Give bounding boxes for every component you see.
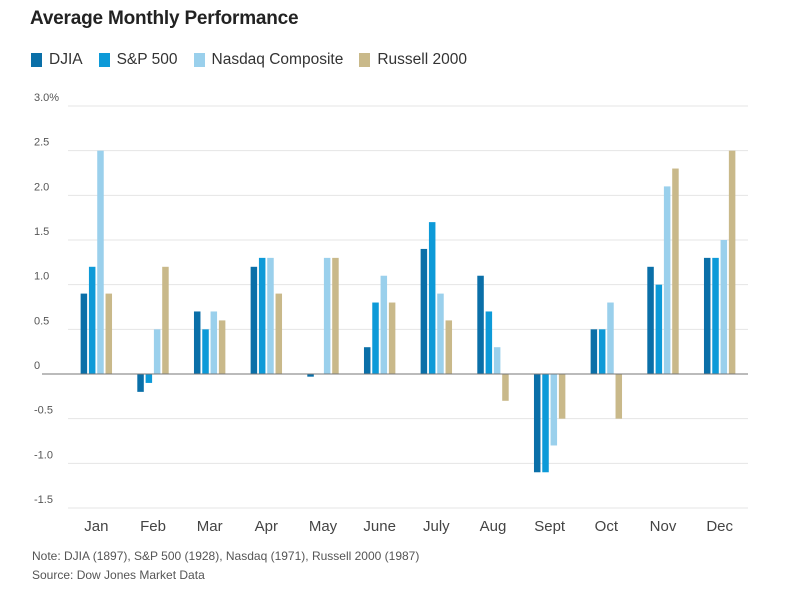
bar-sept-nasdaq-composite bbox=[550, 374, 558, 446]
bar-nov-s-p-500 bbox=[655, 284, 663, 374]
x-tick-label: Feb bbox=[140, 518, 166, 535]
bar-aug-s-p-500 bbox=[485, 311, 493, 374]
y-tick-label: 2.5 bbox=[34, 137, 49, 149]
legend-item-russell: Russell 2000 bbox=[359, 51, 467, 69]
bar-dec-nasdaq-composite bbox=[720, 240, 728, 374]
bar-sept-djia bbox=[533, 374, 541, 473]
bar-dec-russell-2000 bbox=[728, 150, 736, 374]
bar-mar-russell-2000 bbox=[218, 320, 226, 374]
bar-jan-s-p-500 bbox=[88, 266, 96, 374]
bar-june-nasdaq-composite bbox=[380, 275, 388, 374]
bar-dec-s-p-500 bbox=[712, 257, 719, 374]
x-tick-label: July bbox=[423, 518, 450, 535]
source-text: Source: Dow Jones Market Data bbox=[32, 568, 205, 582]
bar-sept-russell-2000 bbox=[558, 374, 566, 419]
bar-june-russell-2000 bbox=[388, 302, 396, 374]
y-tick-label: 2.0 bbox=[34, 181, 49, 193]
x-tick-label: May bbox=[309, 518, 338, 535]
legend-item-djia: DJIA bbox=[31, 51, 83, 69]
bar-feb-nasdaq-composite bbox=[153, 329, 161, 374]
x-tick-label: Apr bbox=[255, 518, 278, 535]
bar-mar-djia bbox=[193, 311, 201, 374]
bar-feb-russell-2000 bbox=[162, 266, 169, 374]
y-tick-label: 1.5 bbox=[34, 226, 49, 238]
bar-mar-s-p-500 bbox=[202, 329, 209, 374]
bar-nov-russell-2000 bbox=[672, 168, 679, 374]
bar-apr-russell-2000 bbox=[275, 293, 283, 374]
bar-july-djia bbox=[420, 248, 428, 374]
bar-oct-s-p-500 bbox=[598, 329, 606, 374]
bar-sept-s-p-500 bbox=[542, 374, 549, 473]
bar-apr-nasdaq-composite bbox=[267, 257, 274, 374]
bar-may-nasdaq-composite bbox=[323, 257, 331, 374]
legend-swatch-sp500 bbox=[98, 53, 110, 67]
legend-label-nasdaq: Nasdaq Composite bbox=[211, 51, 344, 68]
bar-feb-djia bbox=[137, 374, 144, 392]
bar-apr-djia bbox=[250, 266, 258, 374]
legend-label-sp500: S&P 500 bbox=[116, 51, 178, 68]
legend-swatch-russell bbox=[359, 53, 371, 67]
y-tick-label: -1.0 bbox=[34, 449, 53, 461]
bar-july-russell-2000 bbox=[445, 320, 453, 374]
bar-may-russell-2000 bbox=[332, 257, 339, 374]
legend-swatch-djia bbox=[31, 53, 42, 67]
x-tick-label: Sept bbox=[534, 518, 566, 535]
x-tick-label: June bbox=[363, 518, 396, 535]
footnote: Note: DJIA (1897), S&P 500 (1928), Nasda… bbox=[32, 547, 419, 585]
bar-mar-nasdaq-composite bbox=[210, 311, 218, 374]
bar-oct-nasdaq-composite bbox=[607, 302, 614, 374]
bar-jan-russell-2000 bbox=[105, 293, 113, 374]
y-tick-label: 1.0 bbox=[34, 271, 49, 283]
legend-item-sp500: S&P 500 bbox=[98, 51, 178, 69]
x-tick-label: Dec bbox=[706, 518, 733, 535]
bar-june-djia bbox=[363, 347, 371, 374]
legend-item-nasdaq: Nasdaq Composite bbox=[193, 51, 344, 69]
bar-aug-nasdaq-composite bbox=[493, 347, 501, 374]
note-text: Note: DJIA (1897), S&P 500 (1928), Nasda… bbox=[32, 549, 420, 563]
bar-may-djia bbox=[307, 374, 314, 377]
bar-june-s-p-500 bbox=[372, 302, 379, 374]
chart-title: Average Monthly Performance bbox=[30, 8, 299, 29]
y-tick-label: 0 bbox=[34, 360, 40, 372]
x-tick-label: Jan bbox=[84, 518, 108, 535]
bar-apr-s-p-500 bbox=[258, 257, 266, 374]
y-tick-label: -0.5 bbox=[34, 405, 53, 417]
legend: DJIA S&P 500 Nasdaq Composite Russell 20… bbox=[31, 51, 467, 69]
bar-jan-djia bbox=[80, 293, 88, 374]
x-tick-label: Mar bbox=[197, 518, 223, 535]
x-tick-label: Oct bbox=[595, 518, 619, 535]
legend-label-djia: DJIA bbox=[49, 51, 83, 68]
bar-july-nasdaq-composite bbox=[437, 293, 444, 374]
legend-label-russell: Russell 2000 bbox=[377, 51, 467, 68]
y-tick-label: -1.5 bbox=[34, 494, 53, 506]
bar-aug-djia bbox=[477, 275, 484, 374]
y-tick-label: 0.5 bbox=[34, 315, 49, 327]
bar-nov-nasdaq-composite bbox=[663, 186, 671, 374]
bar-dec-djia bbox=[703, 257, 711, 374]
x-tick-label: Nov bbox=[650, 518, 677, 535]
bar-oct-russell-2000 bbox=[615, 374, 623, 419]
bar-jan-nasdaq-composite bbox=[97, 150, 104, 374]
bar-feb-s-p-500 bbox=[145, 374, 153, 383]
bar-oct-djia bbox=[590, 329, 598, 374]
y-tick-label: 3.0% bbox=[34, 92, 59, 104]
x-tick-label: Aug bbox=[480, 518, 507, 535]
bar-nov-djia bbox=[647, 266, 654, 374]
legend-swatch-nasdaq bbox=[193, 53, 205, 67]
bar-aug-russell-2000 bbox=[502, 374, 509, 401]
bar-july-s-p-500 bbox=[428, 222, 436, 374]
